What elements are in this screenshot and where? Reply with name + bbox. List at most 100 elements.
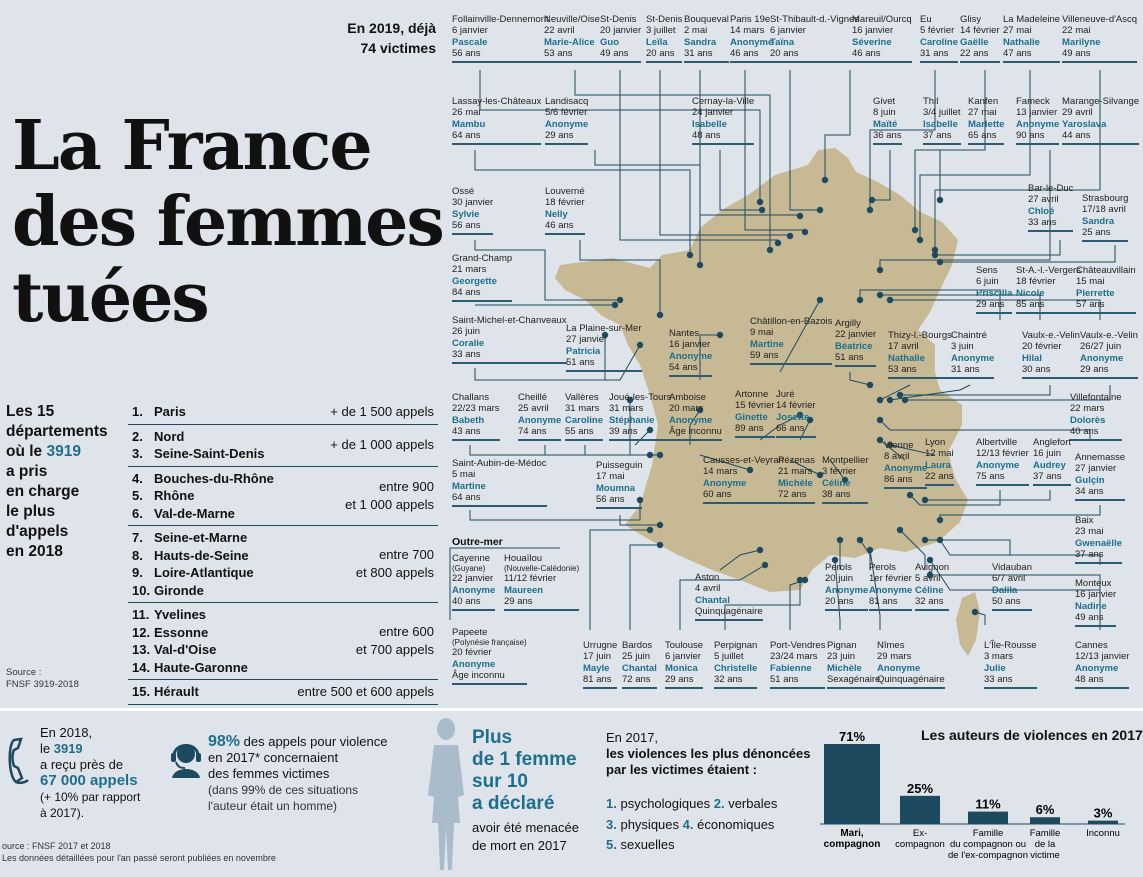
- victim-age: 40 ans: [452, 596, 481, 608]
- department-name: Val-de-Marne: [154, 505, 235, 521]
- victim-date: 20 janvier: [600, 25, 642, 37]
- violence-number: 1.: [606, 796, 617, 811]
- victim-date: 26/27 juin: [1080, 341, 1122, 353]
- victim-name: Nelly: [545, 208, 568, 220]
- victim-dot: [856, 296, 864, 304]
- victim-name: Anonyme: [452, 658, 496, 670]
- violence-title-line: par les victimes étaient :: [606, 762, 758, 777]
- victim-label: Cheillé 25 avril Anonyme 74 ans: [518, 392, 562, 441]
- outre-mer-label: Outre-mer: [452, 536, 503, 548]
- victim-age: 65 ans: [968, 130, 997, 142]
- ranking-intro-line: le plus: [6, 503, 56, 520]
- victim-name: Monica: [665, 662, 698, 674]
- victim-name: Anonyme: [877, 662, 921, 674]
- ranking-list: 1. Paris + de 1 500 appels 2. Nord 3. Seine-Sa…: [128, 400, 438, 705]
- victim-date: 18 février: [1016, 276, 1056, 288]
- victim-place: Anglefort: [1033, 437, 1072, 448]
- victim-dot: [626, 396, 634, 404]
- victim-place: Saint-Michel-et-Chanveaux: [452, 315, 567, 326]
- ranking-item: 13. Val-d'Oise: [128, 641, 438, 659]
- percent-stat: 98% des appels pour violence en 2017* co…: [208, 734, 418, 814]
- victim-age: 51 ans: [566, 357, 595, 369]
- victim-name: Martine: [452, 480, 486, 492]
- victim-name: Coralie: [452, 337, 485, 349]
- victim-place: Houaïlou: [504, 553, 543, 564]
- victim-place: Châtillon-en-Bazois: [750, 316, 833, 327]
- bottom-source: ource : FNSF 2017 et 2018 Les données dé…: [2, 840, 276, 864]
- victim-age: 38 ans: [822, 489, 851, 501]
- rank-number: 6.: [132, 505, 143, 521]
- victim-age: 64 ans: [452, 492, 481, 504]
- victim-place: Vaulx-e.-Velin: [1022, 330, 1080, 341]
- victim-name: Mambu: [452, 118, 486, 130]
- victim-place: Urrugne: [583, 640, 618, 651]
- victim-label: St-Thibault-d.-Vignes 6 janvier Taïna 20 an…: [770, 14, 860, 63]
- rank-number: 15.: [132, 684, 151, 699]
- victim-place: Givet: [873, 96, 896, 107]
- ranking-group: 15. Hérault entre 500 et 600 appels: [128, 680, 438, 705]
- victim-dot: [816, 206, 824, 214]
- victim-dot: [616, 296, 624, 304]
- victim-age: 75 ans: [976, 471, 1005, 483]
- victim-date: 5 juillet: [714, 651, 744, 663]
- victim-date: 3/4 juillet: [923, 107, 961, 119]
- victim-dot: [876, 291, 884, 299]
- bar: [1088, 820, 1118, 824]
- victim-date: 25 juin: [622, 651, 650, 663]
- victim-age: 46 ans: [730, 48, 759, 60]
- victim-name: Maïté: [873, 118, 898, 130]
- victim-age: 33 ans: [452, 349, 481, 361]
- victim-dot: [866, 546, 874, 554]
- victim-dot: [611, 301, 619, 309]
- victim-age: 37 ans: [923, 130, 952, 142]
- victim-age: 56 ans: [452, 48, 481, 60]
- victim-name: Chantal: [622, 662, 657, 674]
- victim-label: Châtillon-en-Bazois 9 mai Martine 59 ans: [750, 316, 833, 365]
- victim-dot: [756, 198, 764, 206]
- victim-place: St-Denis: [600, 14, 637, 25]
- victim-name: Pascale: [452, 36, 488, 48]
- victim-place: Artonne: [735, 389, 769, 400]
- victim-label: Louverné 18 février Nelly 46 ans: [545, 186, 585, 235]
- victim-age: Quinquagénaire: [695, 606, 763, 618]
- victim-dot: [656, 521, 664, 529]
- victim-label: Joué-les-Tours 31 mars Stéphanie 39 ans: [609, 392, 672, 441]
- ranking-item: 11. Yvelines: [128, 606, 438, 624]
- victim-label: Urrugne 17 juin Mayle 81 ans: [583, 640, 618, 689]
- victim-place: Vienne: [884, 440, 914, 451]
- victim-date: 21 mars: [778, 466, 813, 478]
- victim-dot: [816, 296, 824, 304]
- department-name: Hérault: [154, 684, 199, 699]
- rank-number: 5.: [132, 488, 143, 503]
- victim-place: Lyon: [925, 437, 946, 448]
- victim-age: 90 ans: [1016, 130, 1045, 142]
- victim-dot: [886, 441, 894, 449]
- violence-type: sexuelles: [620, 837, 675, 852]
- department-name: Seine-Saint-Denis: [154, 446, 265, 461]
- victim-date: 22 mai: [1062, 25, 1091, 37]
- victim-label: Vaulx-e.-Velin 20 février Hilal 30 ans: [1022, 330, 1080, 379]
- victim-date: 30 janvier: [452, 197, 494, 209]
- victim-date: 20 février: [452, 647, 492, 659]
- ranking-source: Source : FNSF 3919-2018: [6, 667, 79, 691]
- victim-dot: [656, 541, 664, 549]
- victim-date: 6 janvier: [665, 651, 701, 663]
- ranking-item: 15. Hérault: [128, 683, 438, 701]
- victim-dot: [896, 526, 904, 534]
- victim-place: Annemasse: [1075, 452, 1126, 463]
- rank-number: 4.: [132, 470, 143, 486]
- victim-place: Nantes: [669, 328, 700, 339]
- victim-age: 56 ans: [452, 220, 481, 232]
- bar-value-label: 11%: [975, 797, 1001, 812]
- victim-place: Marange-Silvange: [1062, 96, 1140, 107]
- victim-place: Causses-et-Veyran: [703, 455, 784, 466]
- victim-label: Aston 4 avril Chantal Quinquagénaire: [695, 572, 763, 621]
- ranking-intro-line: d'appels: [6, 523, 69, 540]
- victim-date: 27 janvier: [566, 334, 608, 346]
- victim-age: 32 ans: [915, 596, 944, 608]
- percent-line: (dans 99% de ces situations: [208, 783, 359, 797]
- victim-dot: [646, 451, 654, 459]
- victim-label: Vallères 31 mars Caroline 55 ans: [565, 392, 604, 441]
- victim-label: Nîmes 29 mars Anonyme Quinquagénaire: [877, 640, 945, 689]
- victim-dot: [801, 228, 809, 236]
